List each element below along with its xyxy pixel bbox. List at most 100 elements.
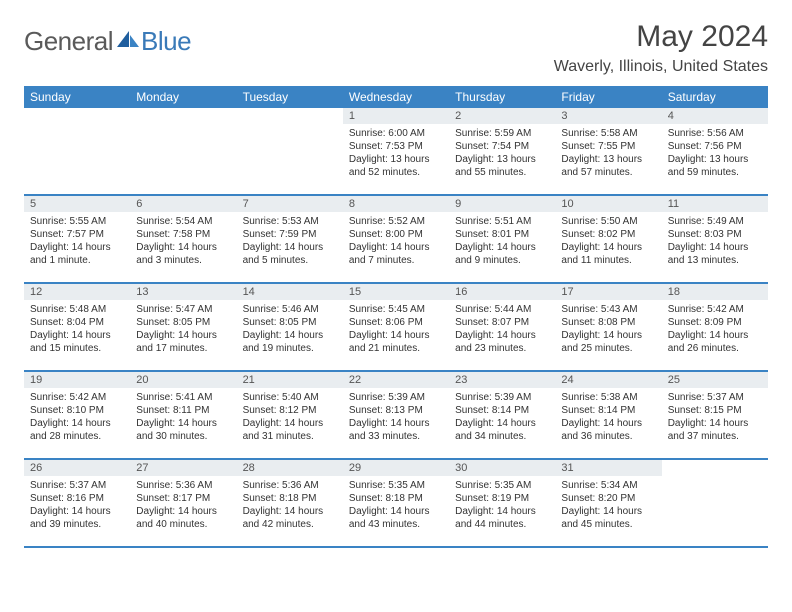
cell-body: Sunrise: 5:58 AMSunset: 7:55 PMDaylight:… <box>555 124 661 185</box>
daylight-text: Daylight: 13 hours and 55 minutes. <box>455 153 549 179</box>
daylight-text: Daylight: 14 hours and 15 minutes. <box>30 329 124 355</box>
daylight-text: Daylight: 14 hours and 11 minutes. <box>561 241 655 267</box>
calendar-cell: 12Sunrise: 5:48 AMSunset: 8:04 PMDayligh… <box>24 284 130 370</box>
sunset-text: Sunset: 8:08 PM <box>561 316 655 329</box>
sunset-text: Sunset: 8:19 PM <box>455 492 549 505</box>
day-number: 20 <box>130 372 236 388</box>
day-number: 21 <box>237 372 343 388</box>
cell-body: Sunrise: 5:46 AMSunset: 8:05 PMDaylight:… <box>237 300 343 361</box>
cell-body: Sunrise: 5:51 AMSunset: 8:01 PMDaylight:… <box>449 212 555 273</box>
day-number: 29 <box>343 460 449 476</box>
day-number: 6 <box>130 196 236 212</box>
sunrise-text: Sunrise: 5:58 AM <box>561 127 655 140</box>
cell-body: Sunrise: 5:36 AMSunset: 8:18 PMDaylight:… <box>237 476 343 537</box>
sunrise-text: Sunrise: 5:55 AM <box>30 215 124 228</box>
sunset-text: Sunset: 8:20 PM <box>561 492 655 505</box>
cell-body: Sunrise: 5:42 AMSunset: 8:09 PMDaylight:… <box>662 300 768 361</box>
sunset-text: Sunset: 8:17 PM <box>136 492 230 505</box>
daylight-text: Daylight: 14 hours and 43 minutes. <box>349 505 443 531</box>
day-number: 27 <box>130 460 236 476</box>
sunrise-text: Sunrise: 5:38 AM <box>561 391 655 404</box>
sunset-text: Sunset: 7:55 PM <box>561 140 655 153</box>
daylight-text: Daylight: 14 hours and 37 minutes. <box>668 417 762 443</box>
daylight-text: Daylight: 14 hours and 45 minutes. <box>561 505 655 531</box>
daylight-text: Daylight: 14 hours and 30 minutes. <box>136 417 230 443</box>
sunrise-text: Sunrise: 5:36 AM <box>243 479 337 492</box>
calendar-cell: 23Sunrise: 5:39 AMSunset: 8:14 PMDayligh… <box>449 372 555 458</box>
day-header: Monday <box>130 86 236 108</box>
day-header: Sunday <box>24 86 130 108</box>
day-number: 18 <box>662 284 768 300</box>
day-number: 30 <box>449 460 555 476</box>
sunset-text: Sunset: 8:04 PM <box>30 316 124 329</box>
calendar-cell: 3Sunrise: 5:58 AMSunset: 7:55 PMDaylight… <box>555 108 661 194</box>
calendar-cell: 5Sunrise: 5:55 AMSunset: 7:57 PMDaylight… <box>24 196 130 282</box>
sunrise-text: Sunrise: 5:39 AM <box>349 391 443 404</box>
sunrise-text: Sunrise: 5:54 AM <box>136 215 230 228</box>
cell-body: Sunrise: 5:53 AMSunset: 7:59 PMDaylight:… <box>237 212 343 273</box>
daylight-text: Daylight: 14 hours and 23 minutes. <box>455 329 549 355</box>
calendar-cell: 10Sunrise: 5:50 AMSunset: 8:02 PMDayligh… <box>555 196 661 282</box>
calendar-grid: SundayMondayTuesdayWednesdayThursdayFrid… <box>24 86 768 548</box>
calendar-cell: 2Sunrise: 5:59 AMSunset: 7:54 PMDaylight… <box>449 108 555 194</box>
sunrise-text: Sunrise: 5:44 AM <box>455 303 549 316</box>
cell-body: Sunrise: 5:56 AMSunset: 7:56 PMDaylight:… <box>662 124 768 185</box>
day-header-row: SundayMondayTuesdayWednesdayThursdayFrid… <box>24 86 768 108</box>
cell-body: Sunrise: 6:00 AMSunset: 7:53 PMDaylight:… <box>343 124 449 185</box>
sunset-text: Sunset: 8:06 PM <box>349 316 443 329</box>
calendar-cell: 13Sunrise: 5:47 AMSunset: 8:05 PMDayligh… <box>130 284 236 370</box>
daylight-text: Daylight: 14 hours and 44 minutes. <box>455 505 549 531</box>
day-number: 25 <box>662 372 768 388</box>
cell-body: Sunrise: 5:54 AMSunset: 7:58 PMDaylight:… <box>130 212 236 273</box>
calendar-cell: 1Sunrise: 6:00 AMSunset: 7:53 PMDaylight… <box>343 108 449 194</box>
sunset-text: Sunset: 7:56 PM <box>668 140 762 153</box>
day-number: 10 <box>555 196 661 212</box>
sunrise-text: Sunrise: 5:35 AM <box>349 479 443 492</box>
sunrise-text: Sunrise: 5:56 AM <box>668 127 762 140</box>
week-row: 5Sunrise: 5:55 AMSunset: 7:57 PMDaylight… <box>24 196 768 284</box>
cell-body: Sunrise: 5:39 AMSunset: 8:13 PMDaylight:… <box>343 388 449 449</box>
sunset-text: Sunset: 8:07 PM <box>455 316 549 329</box>
sunset-text: Sunset: 8:00 PM <box>349 228 443 241</box>
day-header: Saturday <box>662 86 768 108</box>
calendar-cell-empty <box>130 108 236 194</box>
calendar-cell: 8Sunrise: 5:52 AMSunset: 8:00 PMDaylight… <box>343 196 449 282</box>
cell-body: Sunrise: 5:36 AMSunset: 8:17 PMDaylight:… <box>130 476 236 537</box>
calendar-cell: 29Sunrise: 5:35 AMSunset: 8:18 PMDayligh… <box>343 460 449 546</box>
calendar-cell: 14Sunrise: 5:46 AMSunset: 8:05 PMDayligh… <box>237 284 343 370</box>
week-row: 12Sunrise: 5:48 AMSunset: 8:04 PMDayligh… <box>24 284 768 372</box>
calendar-page: General Blue May 2024 Waverly, Illinois,… <box>0 0 792 568</box>
sunset-text: Sunset: 7:54 PM <box>455 140 549 153</box>
sunrise-text: Sunrise: 5:47 AM <box>136 303 230 316</box>
day-number <box>237 108 343 124</box>
calendar-cell: 28Sunrise: 5:36 AMSunset: 8:18 PMDayligh… <box>237 460 343 546</box>
daylight-text: Daylight: 14 hours and 42 minutes. <box>243 505 337 531</box>
day-number <box>130 108 236 124</box>
daylight-text: Daylight: 14 hours and 36 minutes. <box>561 417 655 443</box>
sunrise-text: Sunrise: 5:41 AM <box>136 391 230 404</box>
sunset-text: Sunset: 7:58 PM <box>136 228 230 241</box>
sunrise-text: Sunrise: 6:00 AM <box>349 127 443 140</box>
week-row: 1Sunrise: 6:00 AMSunset: 7:53 PMDaylight… <box>24 108 768 196</box>
sunrise-text: Sunrise: 5:53 AM <box>243 215 337 228</box>
logo-sail-icon <box>117 31 139 49</box>
calendar-cell: 7Sunrise: 5:53 AMSunset: 7:59 PMDaylight… <box>237 196 343 282</box>
cell-body: Sunrise: 5:49 AMSunset: 8:03 PMDaylight:… <box>662 212 768 273</box>
day-number: 22 <box>343 372 449 388</box>
sunrise-text: Sunrise: 5:52 AM <box>349 215 443 228</box>
calendar-cell: 15Sunrise: 5:45 AMSunset: 8:06 PMDayligh… <box>343 284 449 370</box>
sunset-text: Sunset: 7:57 PM <box>30 228 124 241</box>
daylight-text: Daylight: 14 hours and 25 minutes. <box>561 329 655 355</box>
cell-body: Sunrise: 5:47 AMSunset: 8:05 PMDaylight:… <box>130 300 236 361</box>
sunset-text: Sunset: 8:15 PM <box>668 404 762 417</box>
sunrise-text: Sunrise: 5:46 AM <box>243 303 337 316</box>
daylight-text: Daylight: 14 hours and 40 minutes. <box>136 505 230 531</box>
day-number: 11 <box>662 196 768 212</box>
weeks-container: 1Sunrise: 6:00 AMSunset: 7:53 PMDaylight… <box>24 108 768 548</box>
sunset-text: Sunset: 7:53 PM <box>349 140 443 153</box>
cell-body: Sunrise: 5:55 AMSunset: 7:57 PMDaylight:… <box>24 212 130 273</box>
day-number: 4 <box>662 108 768 124</box>
calendar-cell: 25Sunrise: 5:37 AMSunset: 8:15 PMDayligh… <box>662 372 768 458</box>
sunset-text: Sunset: 7:59 PM <box>243 228 337 241</box>
calendar-cell: 11Sunrise: 5:49 AMSunset: 8:03 PMDayligh… <box>662 196 768 282</box>
